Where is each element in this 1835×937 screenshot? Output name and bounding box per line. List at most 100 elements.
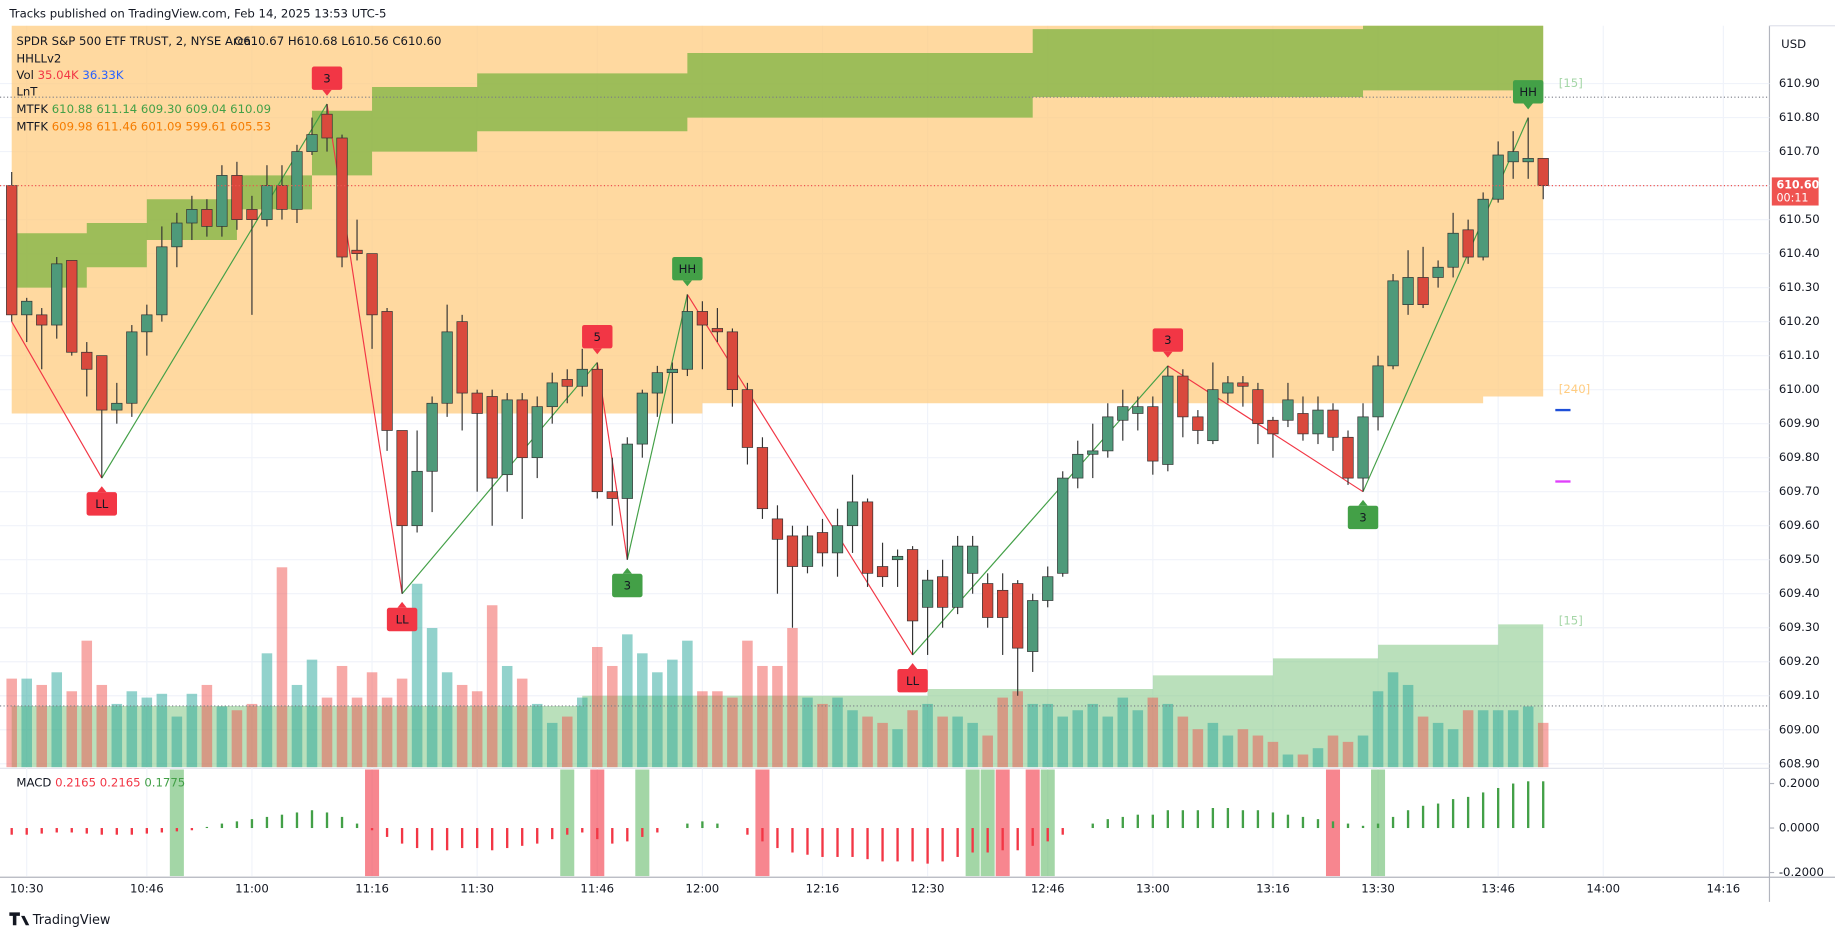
candle-body bbox=[1162, 375, 1174, 465]
band-label: [15] bbox=[1559, 613, 1583, 627]
candle-body bbox=[1432, 266, 1444, 278]
candle-body bbox=[1282, 399, 1294, 421]
pivot-label: 3 bbox=[624, 579, 631, 593]
header-title: Tracks published on TradingView.com, Feb… bbox=[8, 7, 386, 21]
pivot-pointer bbox=[97, 486, 107, 493]
zigzag-line bbox=[626, 294, 688, 560]
candle-body bbox=[441, 331, 453, 404]
volume-bar bbox=[1252, 735, 1264, 768]
volume-bar bbox=[1207, 722, 1219, 768]
y-tick-label: 609.30 bbox=[1779, 620, 1820, 634]
volume-bar bbox=[1357, 735, 1369, 768]
pivot-label: 3 bbox=[1164, 333, 1171, 347]
volume-bar bbox=[456, 684, 468, 768]
candle-body bbox=[1072, 453, 1084, 479]
volume-bar bbox=[366, 672, 378, 768]
volume-bar bbox=[291, 684, 303, 768]
volume-bar bbox=[1522, 706, 1534, 768]
y-tick-label: 609.80 bbox=[1779, 450, 1820, 464]
legend-item: 609.04 bbox=[186, 101, 227, 115]
volume-bar bbox=[1012, 691, 1023, 768]
volume-bar bbox=[817, 703, 828, 768]
candle-body bbox=[126, 331, 138, 404]
candle-body bbox=[1057, 477, 1069, 574]
candle-body bbox=[831, 525, 844, 554]
volume-bar bbox=[1507, 710, 1519, 768]
candle-body bbox=[336, 137, 348, 258]
volume-bar bbox=[426, 628, 438, 768]
y-tick-label: 610.20 bbox=[1779, 314, 1820, 328]
volume-bar bbox=[982, 735, 993, 768]
pivot-box bbox=[86, 492, 118, 516]
candle-body bbox=[471, 392, 483, 414]
volume-bar bbox=[51, 672, 63, 768]
y-tick-label: 609.00 bbox=[1779, 722, 1820, 736]
pivot-pointer bbox=[322, 89, 332, 96]
legend-item: SPDR S&P 500 ETF TRUST, 2, NYSE Arca bbox=[16, 33, 251, 47]
candle-body bbox=[1522, 158, 1534, 163]
candle-body bbox=[1132, 406, 1144, 414]
zigzag-line bbox=[1167, 365, 1364, 493]
candle-body bbox=[576, 368, 588, 387]
candle-body bbox=[906, 549, 919, 622]
candle-body bbox=[801, 535, 814, 567]
x-tick-label: 13:46 bbox=[1481, 881, 1515, 895]
candle-body bbox=[1402, 277, 1414, 305]
legend-item: 0.1775 bbox=[144, 775, 185, 789]
pivot-box bbox=[1152, 328, 1184, 352]
candle-body bbox=[936, 576, 949, 608]
volume-bar bbox=[351, 697, 363, 768]
legend-item: LnT bbox=[16, 84, 38, 98]
pivot-box bbox=[311, 66, 343, 90]
volume-bar bbox=[832, 697, 843, 768]
candle-body bbox=[1087, 450, 1099, 455]
candle-body bbox=[1417, 277, 1429, 305]
volume-bar bbox=[96, 684, 108, 768]
volume-bar bbox=[1147, 697, 1159, 768]
candle-body bbox=[141, 314, 153, 333]
volume-bar bbox=[1387, 672, 1399, 768]
x-tick-label: 13:16 bbox=[1256, 881, 1290, 895]
zigzag-line bbox=[101, 103, 328, 479]
candle-body bbox=[531, 406, 543, 459]
volume-bar bbox=[607, 665, 618, 768]
candle-body bbox=[861, 501, 874, 574]
ohlc-item: 610.67 bbox=[243, 33, 284, 47]
x-tick-label: 10:30 bbox=[10, 881, 44, 895]
volume-bar bbox=[501, 665, 513, 768]
volume-bar bbox=[967, 722, 978, 768]
candle-body bbox=[1177, 375, 1189, 418]
volume-bar bbox=[1342, 741, 1354, 768]
volume-bar bbox=[847, 710, 858, 768]
x-tick-label: 13:00 bbox=[1136, 881, 1170, 895]
volume-bar bbox=[471, 691, 483, 768]
y-tick-label: 610.70 bbox=[1779, 144, 1820, 158]
candle-body bbox=[1312, 409, 1324, 435]
candle-body bbox=[967, 545, 979, 574]
candle-body bbox=[1447, 232, 1459, 268]
candle-body bbox=[726, 331, 739, 391]
pivot-pointer bbox=[397, 601, 407, 608]
volume-bar bbox=[1297, 754, 1309, 768]
candle-body bbox=[351, 249, 363, 254]
candle-body bbox=[606, 491, 618, 499]
y-tick-label: 610.90 bbox=[1779, 76, 1820, 90]
volume-bar bbox=[1372, 691, 1384, 768]
macd-signal bbox=[1371, 769, 1386, 877]
volume-bar bbox=[66, 691, 78, 768]
pivot-pointer bbox=[622, 567, 632, 574]
volume-bar bbox=[411, 583, 423, 768]
volume-bar bbox=[231, 710, 243, 768]
candle-body bbox=[1027, 600, 1039, 652]
candle-body bbox=[636, 392, 648, 445]
x-tick-label: 12:00 bbox=[686, 881, 720, 895]
candle-body bbox=[1252, 389, 1264, 425]
legend-row: LnT bbox=[16, 84, 38, 98]
candle-body bbox=[51, 263, 63, 326]
candle-body bbox=[1297, 413, 1309, 435]
legend-item: 610.88 bbox=[52, 101, 93, 115]
y-tick-label: 610.00 bbox=[1779, 382, 1820, 396]
candle-body bbox=[1042, 576, 1054, 601]
macd-signal bbox=[635, 769, 650, 877]
